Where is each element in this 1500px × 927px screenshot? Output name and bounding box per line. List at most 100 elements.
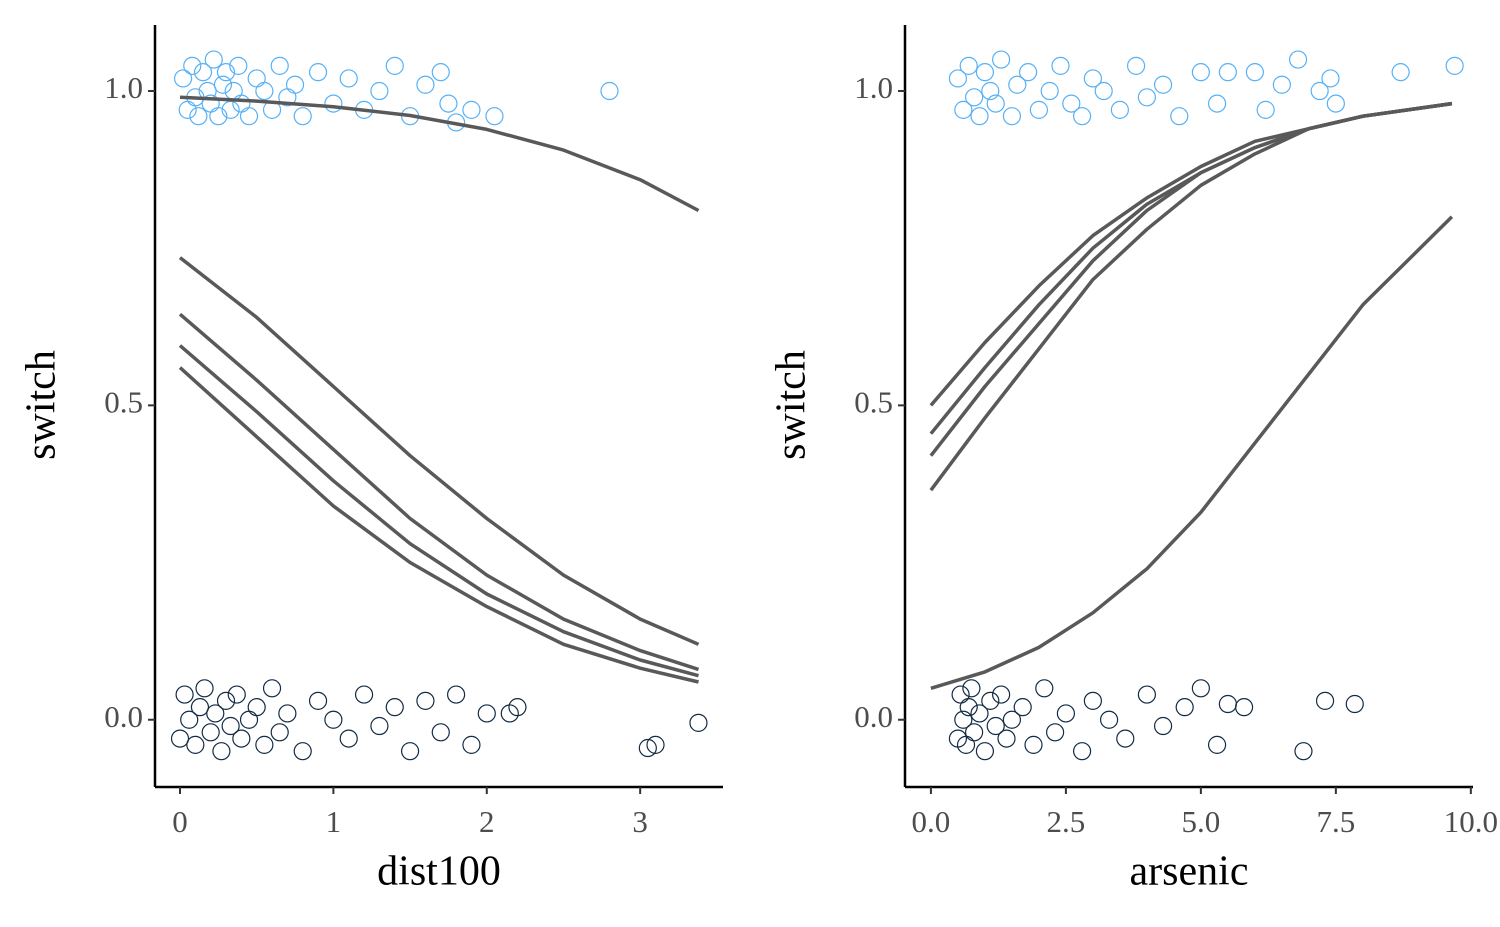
x-tick-label: 3 bbox=[632, 804, 648, 839]
point bbox=[293, 107, 312, 126]
point bbox=[447, 685, 466, 704]
point bbox=[1326, 94, 1345, 113]
point bbox=[638, 738, 657, 758]
point bbox=[1110, 100, 1129, 119]
point bbox=[965, 723, 984, 742]
point bbox=[1294, 742, 1313, 761]
y-tick-label: 0.0 bbox=[104, 699, 143, 734]
point bbox=[385, 698, 404, 717]
point bbox=[270, 723, 289, 742]
point bbox=[1002, 107, 1022, 126]
fitted-curve bbox=[179, 95, 700, 213]
point bbox=[255, 735, 274, 754]
point bbox=[209, 107, 228, 126]
point bbox=[221, 716, 240, 736]
point bbox=[508, 698, 527, 717]
point bbox=[1002, 710, 1022, 729]
point bbox=[175, 685, 194, 704]
point bbox=[986, 94, 1005, 113]
point bbox=[992, 50, 1011, 69]
point bbox=[1072, 107, 1092, 126]
point bbox=[485, 107, 504, 126]
point bbox=[1019, 63, 1038, 82]
point bbox=[1056, 704, 1075, 723]
point bbox=[1345, 694, 1364, 714]
point bbox=[239, 710, 259, 729]
point bbox=[1083, 691, 1102, 710]
point bbox=[1245, 63, 1264, 82]
point bbox=[1024, 735, 1043, 754]
point bbox=[1288, 50, 1308, 69]
point bbox=[1137, 88, 1156, 107]
point bbox=[1256, 100, 1275, 119]
point bbox=[206, 704, 225, 723]
point bbox=[1391, 63, 1410, 82]
point bbox=[965, 88, 984, 107]
point bbox=[308, 691, 328, 710]
point bbox=[600, 81, 619, 101]
point bbox=[189, 107, 208, 126]
point bbox=[1153, 716, 1173, 736]
x-tick-label: 10.0 bbox=[1444, 804, 1498, 839]
y-tick-label: 1.0 bbox=[854, 70, 893, 105]
fitted-curve bbox=[178, 256, 700, 646]
point bbox=[1083, 69, 1102, 88]
point bbox=[1191, 679, 1210, 698]
x-tick-label: 2.5 bbox=[1047, 804, 1086, 839]
point bbox=[232, 729, 251, 748]
point bbox=[385, 56, 404, 75]
point bbox=[986, 716, 1005, 736]
fitted-curve bbox=[178, 366, 699, 684]
point bbox=[1315, 691, 1335, 710]
point bbox=[1062, 94, 1081, 113]
point bbox=[954, 100, 973, 119]
point bbox=[370, 81, 389, 101]
x-tick-label: 2 bbox=[479, 804, 495, 839]
point bbox=[1099, 710, 1119, 729]
point bbox=[948, 69, 968, 88]
point bbox=[992, 685, 1011, 704]
point bbox=[959, 698, 978, 717]
point bbox=[1116, 729, 1135, 748]
point bbox=[1321, 69, 1340, 88]
point bbox=[324, 710, 343, 729]
point bbox=[247, 698, 266, 717]
point bbox=[1234, 698, 1254, 717]
point bbox=[997, 729, 1016, 748]
point bbox=[400, 742, 420, 761]
point bbox=[1094, 81, 1113, 101]
point bbox=[201, 723, 220, 742]
point bbox=[962, 679, 981, 698]
point bbox=[646, 735, 665, 754]
point bbox=[354, 685, 374, 704]
fitted-curve bbox=[178, 344, 699, 678]
point bbox=[262, 679, 282, 698]
point bbox=[1013, 698, 1032, 717]
point bbox=[981, 691, 1000, 710]
x-tick-label: 7.5 bbox=[1316, 804, 1355, 839]
point bbox=[324, 94, 343, 113]
point bbox=[1310, 81, 1329, 101]
point bbox=[500, 704, 519, 723]
point bbox=[975, 63, 995, 82]
point bbox=[431, 723, 450, 742]
point bbox=[1072, 742, 1092, 761]
point bbox=[1153, 75, 1173, 94]
point bbox=[462, 100, 481, 119]
point bbox=[170, 729, 190, 748]
point bbox=[431, 63, 450, 82]
point bbox=[285, 75, 305, 94]
point bbox=[416, 691, 435, 710]
point bbox=[193, 63, 213, 82]
point bbox=[216, 691, 236, 710]
point bbox=[190, 698, 210, 717]
point bbox=[1029, 100, 1049, 119]
point bbox=[970, 107, 989, 126]
fitted-curve bbox=[178, 312, 700, 672]
point bbox=[439, 94, 458, 113]
point bbox=[1170, 107, 1189, 126]
point bbox=[1137, 685, 1156, 704]
point bbox=[1008, 75, 1027, 94]
panel: 0.0 0.5 1.0 0 1 2 3 dist100 switch bbox=[19, 25, 723, 895]
point bbox=[462, 735, 481, 754]
